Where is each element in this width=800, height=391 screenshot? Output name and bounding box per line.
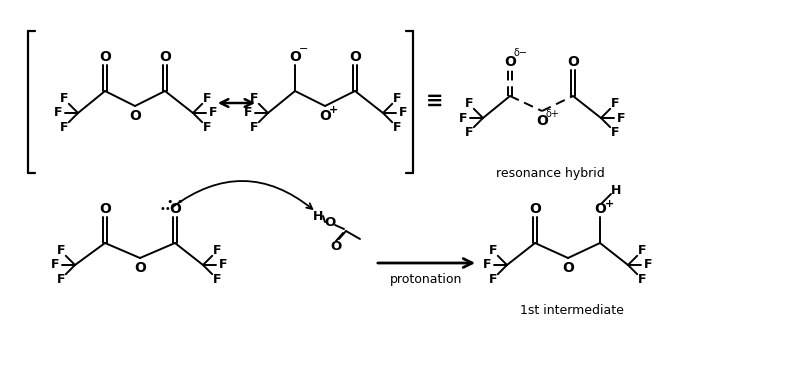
Text: F: F — [489, 273, 497, 286]
Text: F: F — [465, 126, 473, 139]
Text: resonance hybrid: resonance hybrid — [496, 167, 604, 179]
Text: F: F — [213, 244, 222, 257]
Text: O: O — [324, 215, 336, 228]
Text: F: F — [458, 111, 467, 124]
Text: •: • — [166, 197, 174, 207]
Text: F: F — [209, 106, 218, 120]
Text: F: F — [218, 258, 227, 271]
Text: F: F — [203, 121, 211, 134]
Text: F: F — [638, 273, 646, 286]
Text: F: F — [250, 92, 258, 105]
Text: H: H — [611, 183, 621, 197]
Text: F: F — [611, 97, 619, 110]
Text: O: O — [129, 109, 141, 123]
Text: −: − — [299, 44, 309, 54]
Text: O: O — [159, 50, 171, 64]
Text: O: O — [99, 50, 111, 64]
Text: F: F — [465, 97, 473, 110]
Text: δ−: δ− — [514, 48, 528, 58]
Text: ••: •• — [159, 204, 171, 214]
Text: O: O — [567, 55, 579, 69]
Text: F: F — [617, 111, 626, 124]
Text: δ+: δ+ — [545, 109, 559, 119]
Text: F: F — [398, 106, 407, 120]
Text: F: F — [57, 244, 65, 257]
Text: F: F — [60, 92, 68, 105]
Text: O: O — [536, 114, 548, 128]
Text: O: O — [99, 202, 111, 216]
Text: O: O — [562, 261, 574, 275]
Text: F: F — [203, 92, 211, 105]
Text: F: F — [489, 244, 497, 257]
Text: F: F — [393, 92, 402, 105]
Text: O: O — [349, 50, 361, 64]
Text: F: F — [250, 121, 258, 134]
Text: F: F — [638, 244, 646, 257]
Text: ≡: ≡ — [426, 91, 444, 111]
Text: F: F — [393, 121, 402, 134]
Text: F: F — [57, 273, 65, 286]
Text: O: O — [529, 202, 541, 216]
Text: protonation: protonation — [390, 273, 462, 285]
Text: F: F — [482, 258, 491, 271]
Text: F: F — [54, 106, 62, 120]
Text: O: O — [504, 55, 516, 69]
Text: O: O — [169, 202, 181, 216]
Text: F: F — [611, 126, 619, 139]
Text: H: H — [313, 210, 323, 222]
Text: •: • — [177, 197, 183, 207]
Text: F: F — [50, 258, 59, 271]
Text: O: O — [134, 261, 146, 275]
Text: O: O — [289, 50, 301, 64]
Text: F: F — [644, 258, 652, 271]
Text: F: F — [213, 273, 222, 286]
Text: +: + — [604, 199, 614, 209]
Text: O: O — [319, 109, 331, 123]
Text: O: O — [594, 202, 606, 216]
Text: F: F — [244, 106, 252, 120]
Text: F: F — [60, 121, 68, 134]
Text: O: O — [330, 240, 342, 253]
Text: +: + — [330, 105, 338, 115]
Text: 1st intermediate: 1st intermediate — [520, 305, 624, 317]
